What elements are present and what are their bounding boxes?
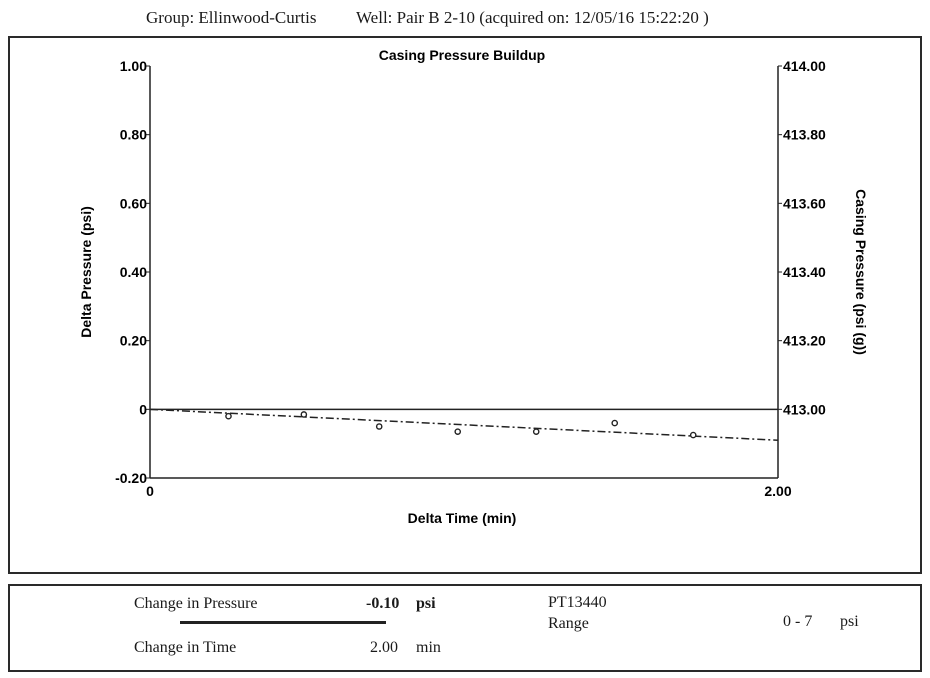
y-tick-label: 0.40 (120, 264, 147, 280)
x-tick-label: 0 (146, 483, 154, 499)
range-value: 0 - 7 (783, 613, 813, 630)
y-tick-label: -0.20 (115, 470, 147, 486)
pressure-line-legend (180, 621, 386, 624)
summary-panel: Change in Pressure -0.10 psi Change in T… (8, 584, 918, 668)
well-label: Well: Pair B 2-10 (acquired on: 12/05/16… (356, 8, 709, 27)
report-header: Group: Ellinwood-Curtis Well: Pair B 2-1… (0, 0, 930, 36)
y-tick-label: 0.60 (120, 195, 147, 211)
y2-tick-label: 413.40 (783, 264, 826, 280)
data-point (689, 431, 697, 439)
data-point (300, 411, 308, 418)
change-time-label: Change in Time (134, 639, 237, 656)
change-pressure-label: Change in Pressure (134, 595, 258, 612)
plot-area: 1.000.800.600.400.200-0.20414.00413.8041… (115, 58, 826, 499)
range-label: Range (548, 615, 589, 632)
change-time-value: 2.00 (370, 639, 398, 656)
chart-frame (8, 36, 922, 574)
data-point (375, 423, 383, 430)
change-pressure-unit: psi (416, 595, 436, 612)
x-axis-label: Delta Time (min) (408, 510, 517, 526)
chart-title: Casing Pressure Buildup (379, 47, 545, 63)
trend-line (149, 408, 779, 441)
y2-tick-label: 413.20 (783, 333, 826, 349)
y2-tick-label: 414.00 (783, 58, 826, 74)
sensor-id: PT13440 (548, 594, 607, 611)
y-tick-label: 0.20 (120, 333, 147, 349)
change-pressure-value: -0.10 (366, 595, 400, 612)
change-time-unit: min (416, 639, 441, 656)
y2-tick-label: 413.80 (783, 127, 826, 143)
y-tick-label: 0.80 (120, 127, 147, 143)
data-point (532, 428, 540, 435)
y2-tick-label: 413.00 (783, 401, 826, 417)
range-unit: psi (840, 613, 859, 630)
y-tick-label: 1.00 (120, 58, 147, 74)
group-label: Group: Ellinwood-Curtis (146, 8, 317, 27)
data-point (225, 412, 232, 420)
y2-axis-label: Casing Pressure (psi (g)) (853, 189, 869, 355)
x-tick-label: 2.00 (764, 483, 791, 499)
y2-tick-label: 413.60 (783, 195, 826, 211)
y-axis-label: Delta Pressure (psi) (78, 206, 94, 338)
footer-frame (8, 584, 922, 672)
y-tick-label: 0 (139, 401, 147, 417)
data-point (454, 428, 462, 435)
data-point (611, 419, 619, 427)
